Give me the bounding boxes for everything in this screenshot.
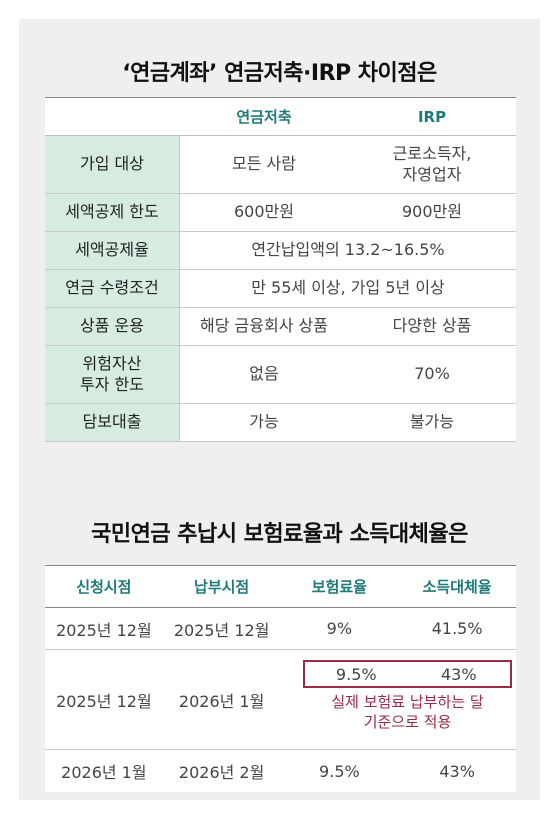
cell-value-merged: 만 55세 이상, 가입 5년 이상 xyxy=(251,278,445,298)
row-label: 연금 수령조건 xyxy=(45,270,180,307)
cell-value: 43% xyxy=(439,761,475,781)
column-header-pension-savings: 연금저축 xyxy=(236,108,292,126)
cell-value: 근로소득자, 자영업자 xyxy=(392,143,472,184)
table2-title: 국민연금 추납시 보험료율과 소득대체율은 xyxy=(91,522,468,547)
pension-account-comparison-table: 연금저축 IRP 가입 대상 모든 사람 근로소득자, 자영업자 세액공제 한도… xyxy=(45,97,516,442)
table-row: 2025년 12월 2025년 12월 9% 41.5% xyxy=(45,608,516,650)
cell-value: 2025년 12월 xyxy=(173,620,270,640)
table2-header-row: 신청시점 납부시점 보험료율 소득대체율 xyxy=(45,566,516,608)
table-row: 2026년 1월 2026년 2월 9.5% 43% xyxy=(45,750,516,792)
column-header-replacement-rate: 소득대체율 xyxy=(422,578,492,596)
cell-value-merged: 연간납입액의 13.2~16.5% xyxy=(251,240,445,260)
national-pension-rates-table: 신청시점 납부시점 보험료율 소득대체율 2025년 12월 2025년 12월… xyxy=(45,565,516,792)
table-row: 세액공제 한도 600만원 900만원 xyxy=(45,194,516,232)
cell-value: 9.5% xyxy=(319,761,360,781)
table-row: 위험자산 투자 한도 없음 70% xyxy=(45,346,516,404)
table1-header-row: 연금저축 IRP xyxy=(45,98,516,136)
table1-title: ‘연금계좌’ 연금저축·IRP 차이점은 xyxy=(122,61,437,86)
table-row: 상품 운용 해당 금융회사 상품 다양한 상품 xyxy=(45,308,516,346)
row-label: 상품 운용 xyxy=(45,308,180,345)
cell-value: 모든 사람 xyxy=(232,154,296,174)
cell-value: 9% xyxy=(326,619,353,638)
infographic-card: ‘연금계좌’ 연금저축·IRP 차이점은 연금저축 IRP 가입 대상 모든 사… xyxy=(19,19,540,800)
cell-value: 41.5% xyxy=(431,619,483,638)
row-label: 세액공제율 xyxy=(45,232,180,269)
table-row: 세액공제율 연간납입액의 13.2~16.5% xyxy=(45,232,516,270)
row-label: 담보대출 xyxy=(45,404,180,441)
cell-value: 가능 xyxy=(249,412,279,432)
table-row: 가입 대상 모든 사람 근로소득자, 자영업자 xyxy=(45,136,516,194)
highlight-note: 실제 보험료 납부하는 달 기준으로 적용 xyxy=(331,693,484,732)
cell-value: 2026년 2월 xyxy=(178,763,265,782)
column-header-application-date: 신청시점 xyxy=(76,578,132,596)
row-label: 가입 대상 xyxy=(45,136,180,193)
cell-value: 2026년 1월 xyxy=(178,691,265,711)
cell-value: 2025년 12월 xyxy=(56,620,152,640)
table-row: 연금 수령조건 만 55세 이상, 가입 5년 이상 xyxy=(45,270,516,308)
cell-value: 70% xyxy=(414,364,450,384)
row-label: 위험자산 투자 한도 xyxy=(45,346,180,403)
cell-value: 9.5% xyxy=(335,664,377,684)
column-header-premium-rate: 보험료율 xyxy=(311,578,367,596)
column-header-irp: IRP xyxy=(417,107,447,126)
column-header-payment-date: 납부시점 xyxy=(194,578,250,596)
cell-value: 다양한 상품 xyxy=(392,316,472,336)
cell-value: 600만원 xyxy=(234,202,294,222)
cell-value: 2026년 1월 xyxy=(61,763,147,782)
cell-value: 없음 xyxy=(249,364,279,384)
cell-value: 900만원 xyxy=(402,202,462,222)
cell-value: 해당 금융회사 상품 xyxy=(200,316,328,336)
cell-value: 2025년 12월 xyxy=(56,691,152,711)
table-row: 담보대출 가능 불가능 xyxy=(45,404,516,442)
row-label: 세액공제 한도 xyxy=(45,194,180,231)
cell-value: 불가능 xyxy=(409,412,455,432)
cell-value: 43% xyxy=(440,664,477,684)
highlight-box: 9.5% 43% xyxy=(303,660,512,688)
table-row-highlighted: 2025년 12월 2026년 1월 9.5% 43% 실제 보험료 납부하는 … xyxy=(45,650,516,750)
